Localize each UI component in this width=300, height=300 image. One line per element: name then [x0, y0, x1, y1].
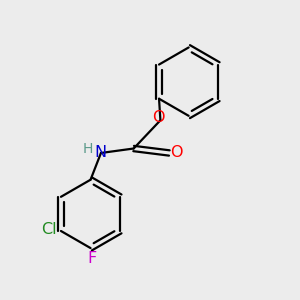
- Text: Cl: Cl: [41, 222, 56, 237]
- Text: F: F: [87, 251, 97, 266]
- Text: H: H: [82, 142, 93, 156]
- Text: N: N: [94, 145, 106, 160]
- Text: O: O: [170, 146, 183, 160]
- Text: O: O: [152, 110, 165, 125]
